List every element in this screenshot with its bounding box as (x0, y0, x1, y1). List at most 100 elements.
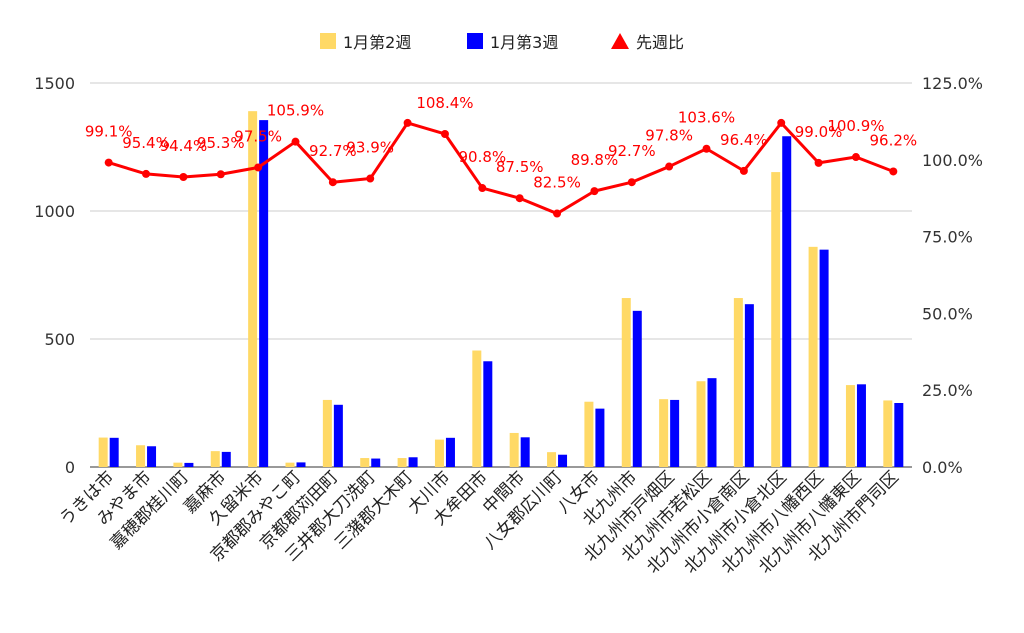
left-tick-label: 500 (44, 330, 75, 349)
legend-swatch-2 (467, 33, 483, 49)
ratio-data-label: 94.4% (160, 137, 208, 155)
ratio-data-label: 90.8% (458, 148, 506, 166)
right-tick-label: 100.0% (922, 151, 983, 170)
ratio-data-label: 96.2% (869, 131, 917, 149)
ratio-point (590, 187, 599, 196)
bar-week3 (520, 437, 530, 467)
bar-week2 (883, 400, 893, 467)
ratio-data-label: 87.5% (496, 158, 544, 176)
bar-week3 (147, 446, 157, 467)
ratio-point (627, 178, 636, 187)
legend-swatch-1 (320, 33, 336, 49)
bar-week3 (445, 437, 455, 467)
left-tick-label: 0 (65, 458, 75, 477)
ratio-data-label: 97.8% (645, 127, 693, 145)
ratio-point (665, 162, 674, 171)
bar-week2 (136, 445, 146, 467)
ratio-data-label: 96.4% (720, 131, 768, 149)
ratio-point (851, 153, 860, 162)
ratio-point (777, 118, 786, 127)
ratio-point (814, 158, 823, 167)
legend-label-1: 1月第2週 (343, 33, 411, 52)
ratio-point (328, 178, 337, 187)
right-axis-ticks: 0.0% 25.0% 50.0% 75.0% 100.0% 125.0% (922, 74, 983, 477)
bar-week3 (483, 361, 493, 467)
ratio-point (216, 170, 225, 179)
legend-item-3: 先週比 (611, 33, 684, 52)
bar-week2 (397, 458, 407, 467)
bar-week2 (285, 462, 295, 467)
legend-item-1: 1月第2週 (320, 33, 411, 52)
bar-week3 (707, 378, 717, 467)
ratio-point (179, 173, 188, 182)
ratio-data-label: 97.5% (234, 127, 282, 145)
ratio-data-label: 93.9% (346, 139, 394, 157)
bar-week3 (782, 136, 792, 468)
ratio-data-label: 100.9% (827, 117, 884, 135)
ratio-data-label: 105.9% (267, 102, 324, 120)
bar-week2 (733, 298, 743, 467)
category-labels: うきは市みやま市嘉穂郡桂川町嘉麻市久留米市京都郡みやこ町京都郡苅田町三井郡大刀洗… (56, 467, 903, 577)
legend-label-2: 1月第3週 (490, 33, 558, 52)
bar-week3 (894, 403, 904, 467)
bar-week2 (360, 458, 370, 467)
bar-week2 (547, 452, 557, 467)
ratio-point (553, 209, 562, 218)
ratio-point (889, 167, 898, 176)
legend: 1月第2週 1月第3週 先週比 (320, 33, 684, 52)
bar-week3 (296, 462, 306, 467)
ratio-data-label: 89.8% (571, 151, 619, 169)
bar-week2 (248, 111, 258, 467)
bar-week3 (408, 457, 418, 467)
bar-week3 (259, 120, 269, 468)
right-tick-label: 125.0% (922, 74, 983, 93)
ratio-point (366, 174, 375, 183)
bar-week2 (771, 172, 781, 467)
ratio-point (440, 129, 449, 138)
ratio-data-label: 108.4% (416, 94, 473, 112)
ratio-point (515, 194, 524, 203)
legend-triangle-marker (611, 33, 629, 49)
right-tick-label: 75.0% (922, 228, 973, 247)
ratio-data-label: 95.4% (122, 134, 170, 152)
bar-week3 (744, 304, 754, 467)
bar-week3 (184, 462, 194, 467)
bar-week3 (670, 399, 680, 467)
bar-week2 (509, 432, 519, 467)
bar-week2 (210, 451, 220, 467)
bar-week3 (595, 408, 605, 467)
left-axis-ticks: 0 500 1000 1500 (34, 74, 75, 477)
ratio-data-label: 99.0% (795, 123, 843, 141)
ratio-point (739, 166, 748, 175)
legend-label-3: 先週比 (636, 33, 684, 52)
right-tick-label: 50.0% (922, 304, 973, 323)
bar-week2 (173, 462, 183, 467)
ratio-data-label: 92.7% (309, 142, 357, 160)
bar-week3 (221, 451, 231, 467)
bar-week2 (322, 399, 332, 467)
bar-week2 (434, 439, 444, 467)
left-tick-label: 1000 (34, 202, 75, 221)
bar-week3 (856, 384, 866, 467)
ratio-line (108, 121, 894, 216)
bar-week2 (472, 350, 482, 467)
ratio-point (104, 158, 113, 167)
right-tick-label: 0.0% (922, 458, 963, 477)
bar-week2 (659, 399, 669, 467)
ratio-point (403, 118, 412, 127)
bar-week2 (584, 401, 594, 467)
bar-week2 (621, 298, 631, 467)
right-tick-label: 25.0% (922, 381, 973, 400)
bar-week3 (819, 249, 829, 467)
left-tick-label: 1500 (34, 74, 75, 93)
ratio-data-label: 103.6% (678, 109, 735, 127)
bar-week2 (808, 246, 818, 467)
bar-week3 (371, 458, 381, 467)
bar-week3 (558, 454, 568, 467)
bar-week2 (696, 381, 706, 467)
bar-week3 (632, 310, 642, 467)
ratio-point (142, 169, 151, 178)
ratio-data-label: 95.3% (197, 134, 245, 152)
